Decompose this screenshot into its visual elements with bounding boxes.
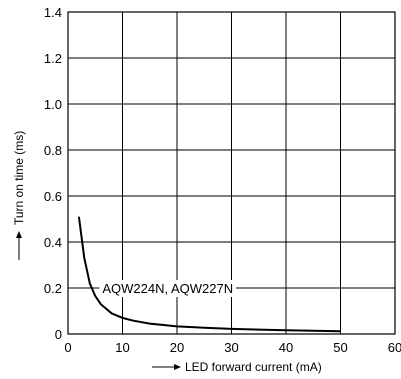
series-curve: [77, 216, 341, 333]
x-axis-label: LED forward current (mA): [185, 360, 322, 374]
y-tick-label: 1.2: [44, 51, 62, 66]
x-tick-label: 10: [115, 340, 129, 355]
x-tick-label: 20: [170, 340, 184, 355]
x-axis-arrow-head: [174, 364, 181, 370]
x-tick-label: 40: [279, 340, 293, 355]
y-tick-label: 1.4: [44, 5, 62, 20]
y-axis-label: Turn on time (ms): [12, 131, 26, 225]
y-tick-label: 0.2: [44, 281, 62, 296]
curve-annotation: AQW224N, AQW227N: [102, 281, 233, 296]
annotation-background: [99, 280, 237, 297]
y-tick-label: 0: [55, 327, 62, 342]
plot-frame: [67, 11, 396, 335]
x-axis-ticks: 0 10 20 30 40 50 60: [64, 340, 401, 355]
y-tick-label: 1.0: [44, 97, 62, 112]
plot-border: [67, 11, 396, 335]
x-tick-label: 50: [333, 340, 347, 355]
series-line: [77, 216, 341, 333]
x-tick-label: 30: [224, 340, 238, 355]
y-axis-ticks: 0 0.2 0.4 0.6 0.8 1.0 1.2 1.4: [44, 5, 62, 342]
grid-lines: [67, 11, 396, 335]
y-axis-arrow-head: [16, 231, 22, 238]
x-tick-label: 0: [64, 340, 71, 355]
y-tick-label: 0.6: [44, 189, 62, 204]
y-tick-label: 0.4: [44, 235, 62, 250]
x-axis-title: LED forward current (mA): [152, 360, 322, 374]
y-tick-label: 0.8: [44, 143, 62, 158]
x-tick-label: 60: [388, 340, 401, 355]
y-axis-title: Turn on time (ms): [12, 131, 26, 260]
